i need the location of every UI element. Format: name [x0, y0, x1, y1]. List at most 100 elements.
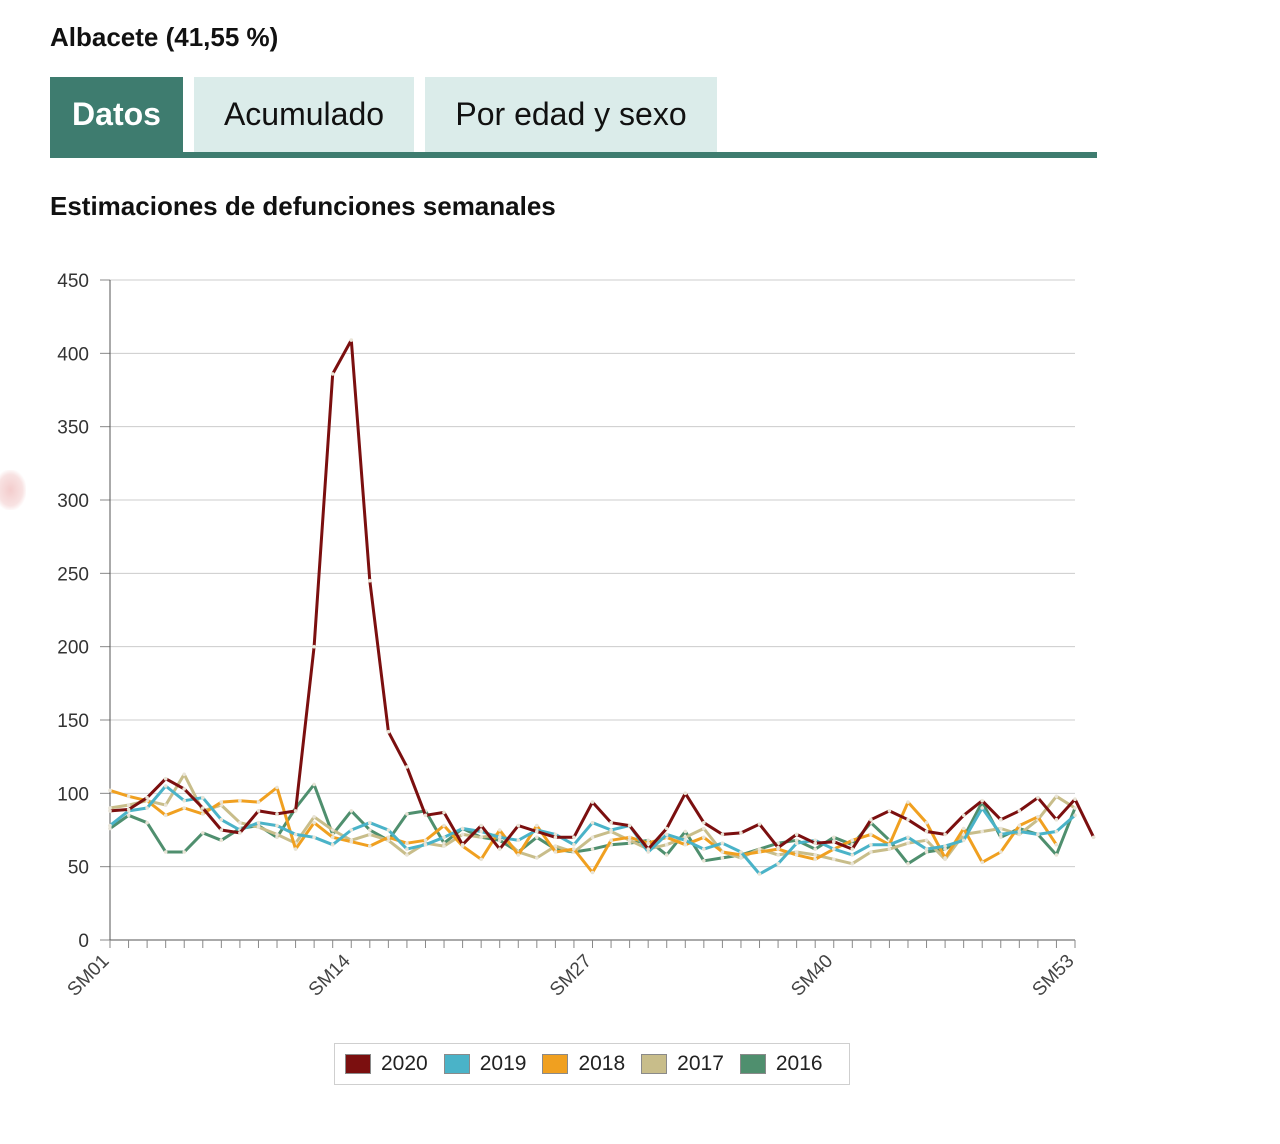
data-point-2019	[961, 838, 966, 843]
data-point-2019	[646, 850, 650, 854]
data-point-2018	[961, 826, 966, 831]
data-point-2020	[312, 644, 316, 649]
data-point-2017	[980, 829, 984, 834]
data-point-2019	[516, 838, 521, 843]
series-line-2018	[108, 786, 1058, 874]
data-point-2020	[386, 729, 391, 734]
data-point-2019	[609, 828, 613, 832]
x-tick-label: SM14	[305, 950, 355, 1000]
data-point-2019	[757, 872, 762, 876]
data-point-2018	[720, 850, 725, 854]
data-point-2018	[572, 847, 576, 851]
legend-swatch	[641, 1054, 668, 1074]
data-point-2016	[535, 835, 539, 840]
y-tick-label: 200	[57, 638, 89, 659]
data-point-2020	[1054, 817, 1059, 822]
data-point-2018	[683, 842, 688, 847]
data-point-2019	[720, 841, 725, 845]
data-point-2018	[108, 788, 112, 793]
data-point-2018	[479, 857, 484, 862]
data-point-2019	[683, 838, 688, 843]
data-point-2020	[368, 578, 372, 583]
legend-item-2018[interactable]: 2018	[542, 1052, 625, 1076]
data-point-2017	[386, 838, 391, 843]
data-point-2017	[1054, 794, 1059, 799]
data-point-2020	[182, 787, 186, 791]
data-point-2016	[349, 809, 354, 813]
data-point-2019	[479, 829, 484, 834]
data-point-2016	[219, 838, 224, 843]
data-point-2016	[405, 812, 409, 816]
data-point-2020	[739, 831, 743, 835]
legend-label: 2019	[479, 1052, 527, 1075]
data-point-2016	[664, 853, 669, 857]
legend-item-2019[interactable]: 2019	[443, 1052, 527, 1076]
data-point-2018	[757, 850, 762, 854]
tab-por-edad-y-sexo[interactable]: Por edad y sexo	[425, 77, 717, 152]
data-point-2016	[683, 829, 688, 834]
data-point-2018	[405, 841, 409, 845]
data-point-2020	[275, 812, 279, 816]
data-point-2016	[832, 835, 836, 840]
data-point-2020	[497, 847, 502, 851]
tab-acumulado[interactable]: Acumulado	[194, 77, 414, 152]
data-point-2020	[1017, 809, 1022, 813]
data-point-2017	[256, 825, 261, 829]
data-point-2019	[386, 828, 391, 832]
legend-label: 2020	[381, 1052, 428, 1075]
data-point-2017	[683, 835, 688, 840]
data-point-2016	[163, 850, 168, 854]
data-point-2019	[924, 847, 929, 851]
chart-legend: 2020 2019 2018 2017 2016	[334, 1043, 850, 1085]
data-point-2016	[590, 847, 595, 851]
data-point-2017	[739, 856, 743, 860]
legend-item-2016[interactable]: 2016	[739, 1052, 823, 1076]
data-point-2019	[553, 832, 558, 837]
data-point-2020	[108, 809, 112, 813]
data-point-2019	[460, 826, 465, 831]
data-point-2018	[256, 800, 261, 804]
tab-datos[interactable]: Datos	[50, 77, 183, 152]
x-tick-label: SM27	[546, 951, 596, 1001]
data-point-2019	[794, 841, 799, 845]
legend-label: 2016	[775, 1052, 823, 1075]
data-point-2016	[702, 859, 706, 863]
data-point-2016	[145, 820, 149, 825]
data-point-2019	[405, 847, 409, 851]
data-point-2016	[646, 838, 650, 843]
data-point-2020	[869, 817, 873, 822]
legend-item-2017[interactable]: 2017	[641, 1052, 724, 1076]
data-point-2020	[664, 826, 669, 831]
data-point-2019	[368, 820, 372, 825]
data-point-2019	[739, 850, 743, 854]
data-point-2017	[776, 853, 780, 857]
data-point-2017	[869, 850, 873, 854]
data-point-2017	[312, 815, 316, 819]
data-point-2019	[442, 835, 446, 840]
data-point-2019	[108, 823, 112, 828]
data-point-2018	[1054, 842, 1059, 847]
data-point-2020	[219, 828, 224, 832]
data-point-2018	[497, 828, 502, 832]
data-point-2019	[1017, 829, 1022, 834]
series-line-2020	[108, 338, 1096, 851]
data-point-2016	[813, 847, 817, 851]
data-point-2020	[535, 829, 539, 834]
data-point-2017	[330, 828, 335, 832]
data-point-2016	[312, 782, 316, 787]
legend-item-2020[interactable]: 2020	[345, 1052, 428, 1076]
data-point-2016	[943, 847, 947, 851]
data-point-2019	[256, 820, 261, 825]
line-chart: 0 50 100 150 200 250 300 350 400 450 SM01 SM14 SM27 S…	[57, 271, 1096, 1001]
region-title: Albacete (41,55 %)	[50, 22, 279, 52]
data-point-2019	[664, 832, 669, 837]
legend-label: 2017	[677, 1052, 724, 1075]
data-point-2017	[813, 853, 817, 857]
data-point-2020	[1073, 797, 1077, 801]
data-point-2020	[553, 835, 558, 840]
data-point-2020	[516, 823, 521, 828]
data-point-2016	[999, 835, 1003, 840]
data-point-2017	[664, 842, 669, 847]
legend-swatch	[542, 1054, 569, 1074]
data-point-2019	[1054, 829, 1059, 834]
